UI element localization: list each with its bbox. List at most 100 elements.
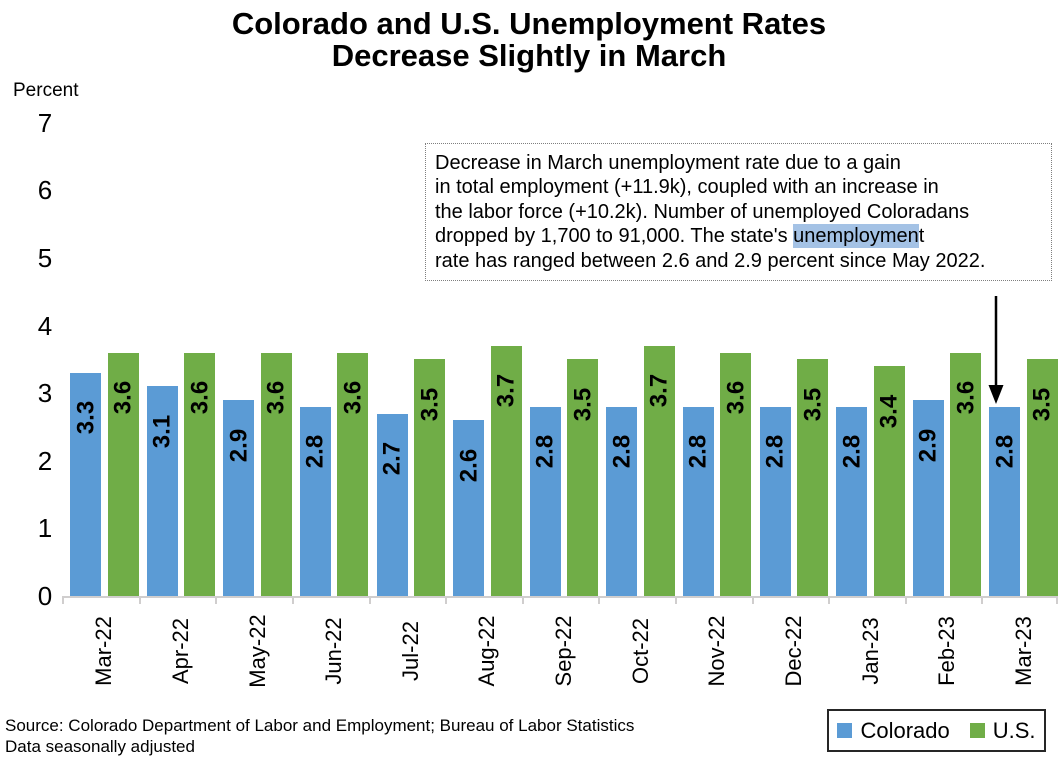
bar-colorado-jul-22: 2.7 xyxy=(376,413,408,596)
x-axis-tick xyxy=(138,598,141,604)
x-axis-label-may-22: May-22 xyxy=(244,614,270,688)
bar-colorado-aug-22: 2.6 xyxy=(453,420,485,596)
y-tick-label-0: 0 xyxy=(37,581,53,611)
bar-colorado-oct-22: 2.8 xyxy=(606,406,638,596)
bar-us-jun-22: 3.6 xyxy=(337,352,369,596)
annotation-line: rate has ranged between 2.6 and 2.9 perc… xyxy=(435,249,986,272)
x-axis-tick xyxy=(521,598,524,604)
bar-value-label: 3.4 xyxy=(875,394,903,428)
annotation-arrow xyxy=(988,296,1004,404)
bar-value-label: 3.6 xyxy=(722,380,750,415)
x-axis-tick xyxy=(368,598,371,604)
legend-label-colorado: Colorado xyxy=(860,717,950,743)
bar-us-sep-22: 3.5 xyxy=(567,359,599,596)
x-axis-tick xyxy=(981,598,984,604)
bar-colorado-feb-23: 2.9 xyxy=(912,400,944,596)
bar-us-mar-23: 3.5 xyxy=(1026,359,1058,596)
source-line: Source: Colorado Department of Labor and… xyxy=(5,716,635,735)
source-note: Source: Colorado Department of Labor and… xyxy=(5,715,634,757)
y-tick-label-3: 3 xyxy=(37,378,53,409)
x-axis-label-feb-23: Feb-23 xyxy=(934,616,960,686)
legend-label-us: U.S. xyxy=(992,717,1036,743)
bar-value-label: 2.8 xyxy=(608,435,636,469)
x-axis-label-mar-22: Mar-22 xyxy=(91,616,117,686)
x-axis-tick xyxy=(62,598,64,604)
annotation-line: in total employment (+11.9k), coupled wi… xyxy=(435,176,939,199)
y-tick-label-1: 1 xyxy=(37,513,53,544)
y-tick-label-2: 2 xyxy=(37,445,53,476)
bar-value-label: 3.5 xyxy=(569,387,597,422)
x-axis-label-nov-22: Nov-22 xyxy=(704,615,730,687)
bar-value-label: 3.6 xyxy=(952,380,980,415)
bar-value-label: 3.6 xyxy=(109,380,137,415)
y-tick-label-6: 6 xyxy=(37,175,53,206)
us-swatch-icon xyxy=(969,723,985,738)
bar-us-mar-22: 3.6 xyxy=(107,352,139,596)
bar-value-label: 2.8 xyxy=(684,435,712,469)
bar-value-label: 3.3 xyxy=(72,401,99,435)
bar-value-label: 3.7 xyxy=(492,374,520,408)
bar-us-aug-22: 3.7 xyxy=(490,345,522,596)
chart-title: Colorado and U.S. Unemployment Rates Dec… xyxy=(0,8,1058,72)
annotation-box: Decrease in March unemployment rate due … xyxy=(425,143,1052,281)
bar-us-jul-22: 3.5 xyxy=(414,359,445,596)
bar-us-dec-22: 3.5 xyxy=(797,359,828,596)
x-axis-label-dec-22: Dec-22 xyxy=(780,615,806,687)
x-axis-label-jun-22: Jun-22 xyxy=(321,617,347,685)
x-axis-tick xyxy=(828,598,831,604)
bar-value-label: 2.6 xyxy=(455,448,483,482)
bar-colorado-apr-22: 3.1 xyxy=(146,386,178,596)
x-axis-tick xyxy=(904,598,907,604)
annotation-highlighted-text: unemploymen xyxy=(793,224,919,249)
legend-item-colorado: Colorado xyxy=(837,717,950,744)
x-axis-label-jan-23: Jan-23 xyxy=(857,617,883,685)
x-axis-tick xyxy=(751,598,754,604)
chart-title-line2: Decrease Slightly in March xyxy=(331,38,727,73)
legend-box: Colorado U.S. xyxy=(827,709,1046,752)
bar-value-label: 3.6 xyxy=(262,380,290,415)
bar-colorado-nov-22: 2.8 xyxy=(682,406,714,596)
bar-value-label: 3.5 xyxy=(416,387,443,422)
bar-value-label: 2.9 xyxy=(914,428,942,462)
x-axis-label-oct-22: Oct-22 xyxy=(627,617,653,685)
bar-us-apr-22: 3.6 xyxy=(184,352,216,596)
bar-colorado-mar-22: 3.3 xyxy=(70,372,101,596)
bar-value-label: 3.6 xyxy=(186,380,214,415)
x-axis-label-jul-22: Jul-22 xyxy=(397,621,423,681)
annotation-line: dropped by 1,700 to 91,000. The state's … xyxy=(435,224,925,249)
bar-colorado-mar-23: 2.8 xyxy=(989,406,1021,596)
annotation-line: the labor force (+10.2k). Number of unem… xyxy=(435,200,970,223)
x-axis-tick xyxy=(291,598,294,604)
y-tick-label-5: 5 xyxy=(37,243,53,273)
annotation-line: Decrease in March unemployment rate due … xyxy=(435,152,901,174)
bar-colorado-dec-22: 2.8 xyxy=(759,406,791,596)
x-axis-line xyxy=(62,596,1058,598)
bar-value-label: 2.7 xyxy=(378,441,406,476)
bar-value-label: 2.8 xyxy=(301,435,329,469)
bar-value-label: 3.5 xyxy=(1028,387,1056,422)
x-axis-tick xyxy=(1056,598,1058,604)
bar-us-oct-22: 3.7 xyxy=(643,345,675,596)
x-axis-label-aug-22: Aug-22 xyxy=(474,615,500,687)
bar-us-nov-22: 3.6 xyxy=(720,352,752,596)
x-axis-tick xyxy=(215,598,218,604)
bar-colorado-may-22: 2.9 xyxy=(223,400,255,596)
bar-value-label: 2.8 xyxy=(761,435,789,469)
y-tick-label-4: 4 xyxy=(37,310,53,341)
x-axis-label-sep-22: Sep-22 xyxy=(551,615,576,687)
y-tick-label-7: 7 xyxy=(37,107,53,138)
bar-colorado-jun-22: 2.8 xyxy=(299,406,331,596)
bar-value-label: 3.6 xyxy=(339,380,367,415)
y-axis-title: Percent xyxy=(13,80,79,101)
bar-value-label: 3.5 xyxy=(799,387,826,422)
bar-us-may-22: 3.6 xyxy=(260,352,292,596)
bar-us-jan-23: 3.4 xyxy=(873,366,905,596)
bar-value-label: 2.8 xyxy=(531,435,559,469)
bar-us-feb-23: 3.6 xyxy=(950,352,982,596)
bar-colorado-sep-22: 2.8 xyxy=(529,406,561,596)
bar-value-label: 3.7 xyxy=(645,374,673,408)
legend-item-us: U.S. xyxy=(969,717,1036,744)
x-axis-tick xyxy=(445,598,448,604)
bar-value-label: 3.1 xyxy=(148,414,176,449)
